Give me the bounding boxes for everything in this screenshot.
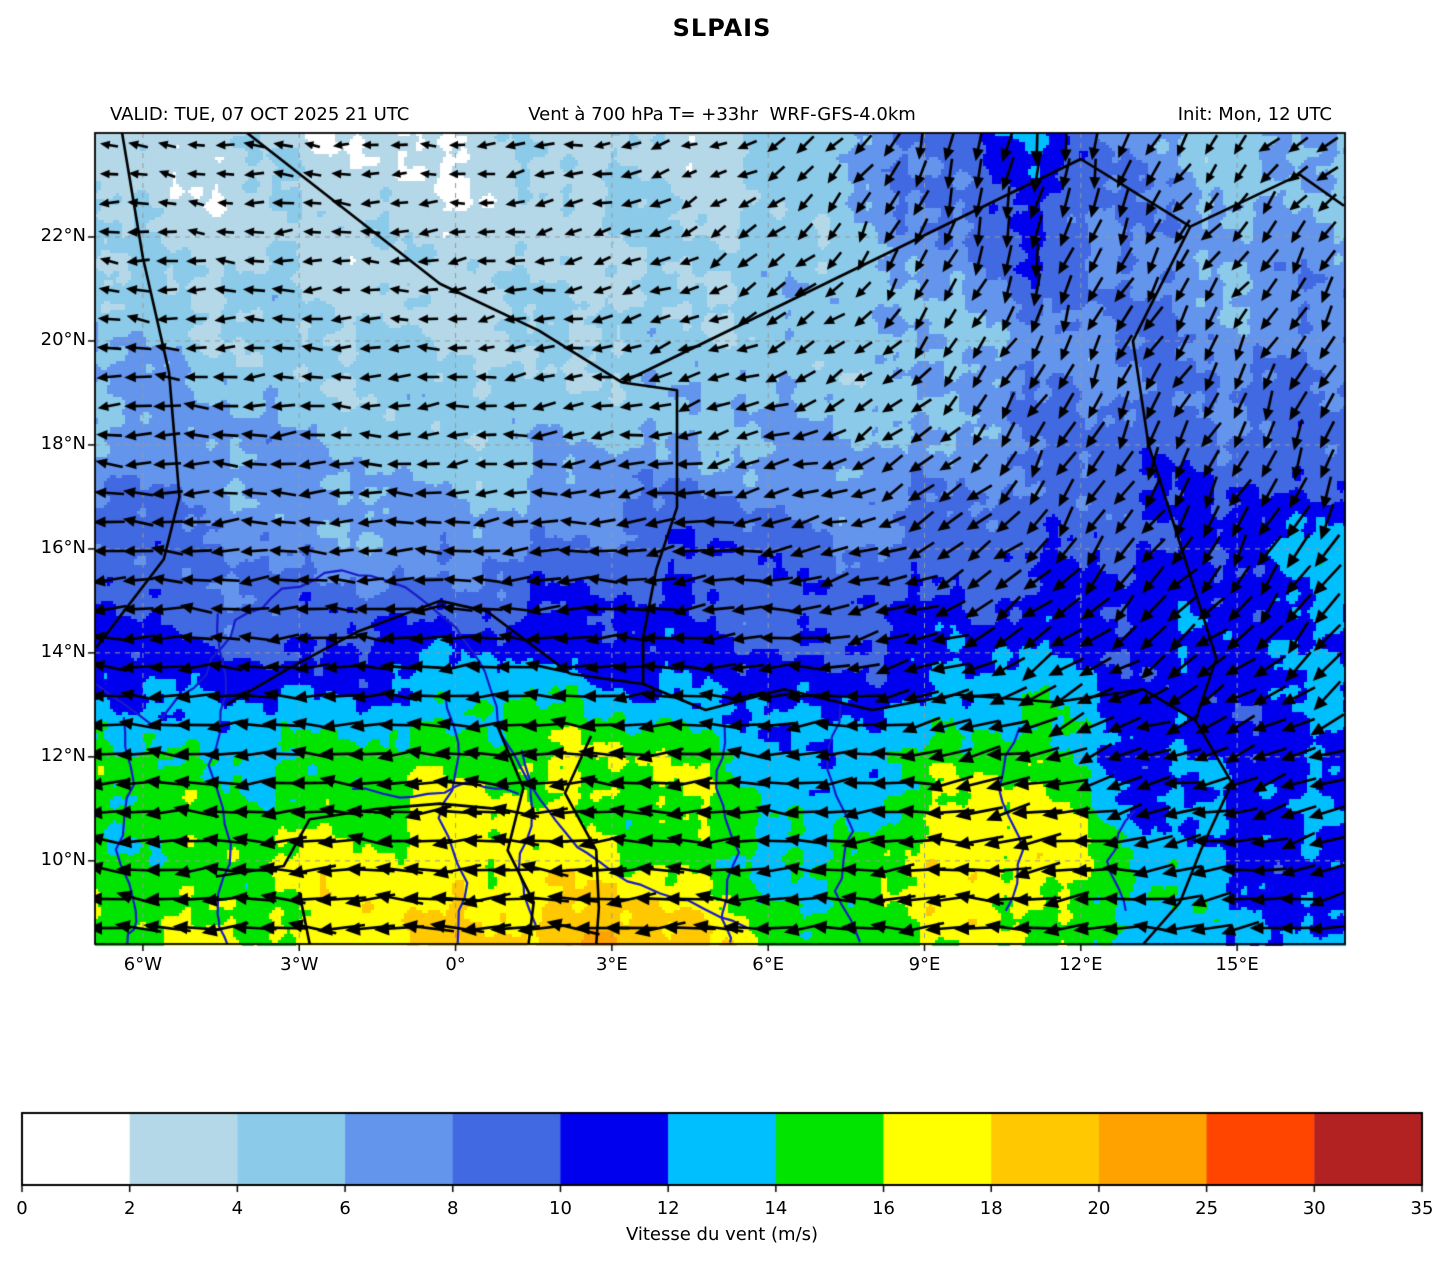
colorbar-label: Vitesse du vent (m/s) xyxy=(625,1224,819,1245)
